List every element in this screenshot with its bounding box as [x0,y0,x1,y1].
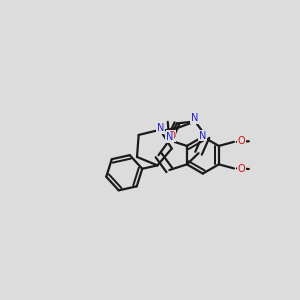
Text: O: O [167,131,176,141]
Text: N: N [190,113,198,124]
Text: N: N [157,123,164,133]
Text: O: O [238,164,245,174]
Text: N: N [166,132,173,142]
Text: N: N [199,131,206,141]
Text: O: O [238,136,245,146]
